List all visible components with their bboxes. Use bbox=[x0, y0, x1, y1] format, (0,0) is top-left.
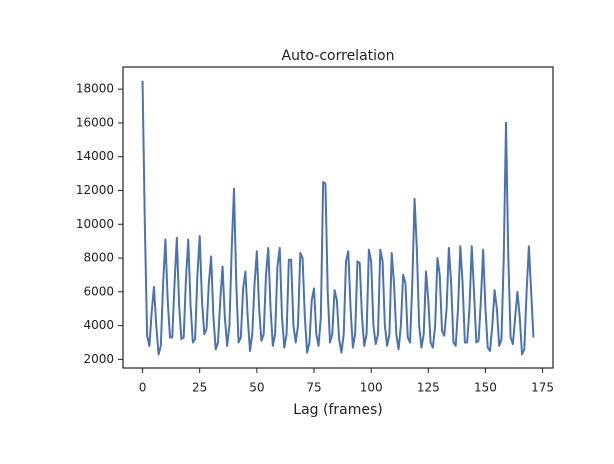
y-tick-label: 2000 bbox=[83, 352, 114, 366]
y-tick-label: 6000 bbox=[83, 284, 114, 298]
data-line bbox=[141, 80, 535, 356]
x-tick-label: 100 bbox=[360, 381, 383, 395]
x-tick-label: 50 bbox=[249, 381, 264, 395]
y-tick-label: 4000 bbox=[83, 318, 114, 332]
chart-title: Auto-correlation bbox=[282, 48, 395, 64]
y-tick-label: 12000 bbox=[76, 183, 114, 197]
x-axis-label: Lag (frames) bbox=[293, 402, 382, 418]
x-tick-label: 125 bbox=[417, 381, 440, 395]
x-tick-label: 0 bbox=[139, 381, 147, 395]
y-tick-label: 8000 bbox=[83, 251, 114, 265]
y-tick-label: 16000 bbox=[76, 115, 114, 129]
y-tick-label: 18000 bbox=[76, 82, 114, 96]
y-tick-label: 10000 bbox=[76, 217, 114, 231]
x-tick-label: 150 bbox=[474, 381, 497, 395]
x-tick-label: 175 bbox=[531, 381, 554, 395]
y-tick-label: 14000 bbox=[76, 149, 114, 163]
plot-frame bbox=[122, 66, 554, 369]
x-tick-label: 75 bbox=[306, 381, 321, 395]
x-tick-label: 25 bbox=[192, 381, 207, 395]
